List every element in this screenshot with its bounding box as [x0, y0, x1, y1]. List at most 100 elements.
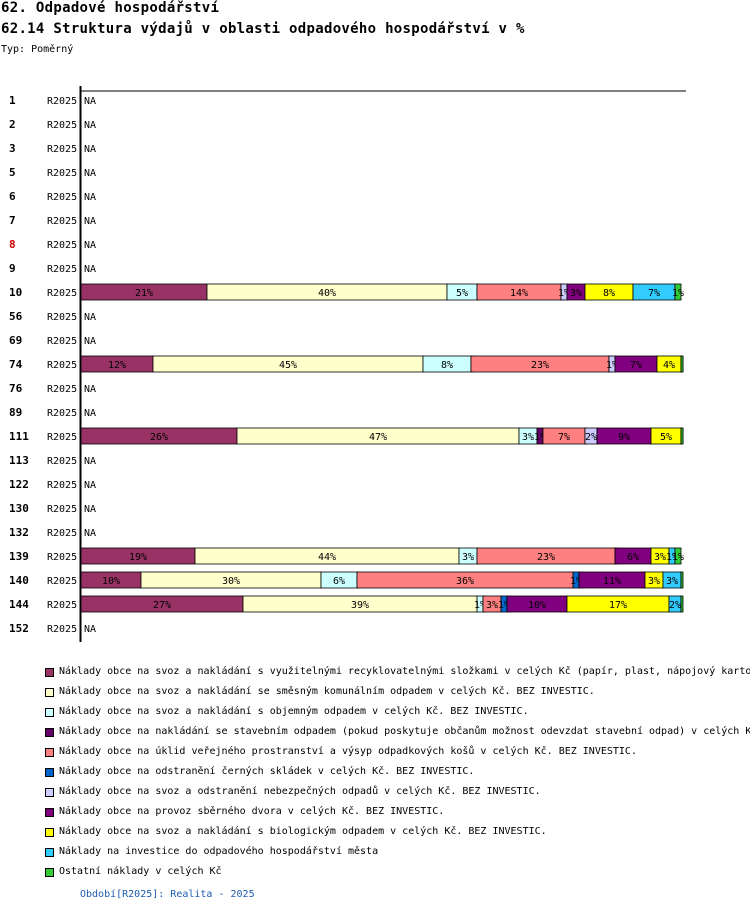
category-label: 144 [9, 598, 29, 611]
bar-segment [680, 571, 684, 589]
bar-data-label: 30% [222, 576, 240, 587]
chart-title: 62.14 Struktura výdajů v oblasti odpadov… [1, 21, 525, 37]
period-tick-label: R2025 [47, 576, 77, 587]
bar-data-label: 23% [537, 552, 555, 563]
bar-data-label: 6% [627, 552, 639, 563]
bar-data-label: 1% [534, 432, 546, 443]
bar-segment [680, 355, 684, 373]
legend-entry: Náklady obce na odstranění černých sklád… [45, 762, 750, 782]
period-tick-label: R2025 [47, 288, 77, 299]
legend-entry: Náklady na investice do odpadového hospo… [45, 842, 750, 862]
legend-label: Náklady obce na nakládání se stavebním o… [59, 726, 750, 737]
period-tick-label: R2025 [47, 600, 77, 611]
category-label: 3 [9, 142, 16, 155]
bar-data-label: 40% [318, 288, 336, 299]
category-label: 5 [9, 166, 16, 179]
bar-data-label: 1% [606, 360, 618, 371]
bar-data-label: 1% [570, 576, 582, 587]
legend-entry: Náklady obce na svoz a nakládání s objem… [45, 702, 750, 722]
category-label: 139 [9, 550, 29, 563]
legend-entry: Náklady obce na provoz sběrného dvora v … [45, 802, 750, 822]
period-tick-label: R2025 [47, 336, 77, 347]
na-label: NA [84, 408, 96, 419]
bar-data-label: 45% [279, 360, 297, 371]
legend-entry: Náklady obce na úklid veřejného prostran… [45, 742, 750, 762]
bar-data-label: 1% [498, 600, 510, 611]
category-label: 122 [9, 478, 29, 491]
category-label: 2 [9, 118, 16, 131]
legend-label: Náklady obce na úklid veřejného prostran… [59, 746, 637, 757]
category-label: 130 [9, 502, 29, 515]
legend-swatch [45, 848, 54, 857]
legend-label: Náklady na investice do odpadového hospo… [59, 846, 379, 857]
bar-data-label: 11% [603, 576, 621, 587]
category-label: 74 [9, 358, 23, 371]
category-label: 10 [9, 286, 22, 299]
bar-data-label: 3% [666, 576, 678, 587]
period-tick-label: R2025 [47, 528, 77, 539]
na-label: NA [84, 624, 96, 635]
category-label: 1 [9, 94, 16, 107]
bar-data-label: 2% [669, 600, 681, 611]
period-tick-label: R2025 [47, 552, 77, 563]
chart-legend: Náklady obce na svoz a nakládání s využi… [45, 662, 750, 882]
legend-label: Náklady obce na provoz sběrného dvora v … [59, 806, 445, 817]
bar-data-label: 1% [672, 552, 684, 563]
period-tick-label: R2025 [47, 144, 77, 155]
category-label: 76 [9, 382, 23, 395]
na-label: NA [84, 216, 96, 227]
stacked-bar-chart: 1 R2025 NA 2 R2025 NA 3 R2025 NA 5 R2025 NA 6 R2025 NA… [9, 86, 686, 642]
bar-data-label: 17% [609, 600, 627, 611]
bar-segment [674, 547, 682, 565]
na-label: NA [84, 96, 96, 107]
legend-swatch [45, 748, 54, 757]
na-label: NA [84, 480, 96, 491]
bar-data-label: 10% [102, 576, 120, 587]
period-tick-label: R2025 [47, 264, 77, 275]
bar-data-label: 8% [441, 360, 453, 371]
na-label: NA [84, 240, 96, 251]
bar-data-label: 1% [666, 552, 678, 563]
legend-label: Náklady obce na odstranění černých sklád… [59, 766, 475, 777]
bar-data-label: 6% [333, 576, 345, 587]
bar-segment [680, 595, 684, 613]
na-label: NA [84, 120, 96, 131]
category-label: 7 [9, 214, 16, 227]
legend-entry: Náklady obce na svoz a nakládání s biolo… [45, 822, 750, 842]
bar-data-label: 21% [135, 288, 153, 299]
bar-data-label: 19% [129, 552, 147, 563]
na-label: NA [84, 144, 96, 155]
category-label: 132 [9, 526, 29, 539]
period-tick-label: R2025 [47, 192, 77, 203]
bar-data-label: 3% [462, 552, 474, 563]
bar-data-label: 8% [603, 288, 615, 299]
legend-swatch [45, 668, 54, 677]
period-tick-label: R2025 [47, 384, 77, 395]
legend-swatch [45, 688, 54, 697]
period-tick-label: R2025 [47, 504, 77, 515]
na-label: NA [84, 504, 96, 515]
period-label: Období[R2025]: Realita - 2025 [80, 889, 255, 900]
na-label: NA [84, 168, 96, 179]
legend-label: Náklady obce na svoz a nakládání se směs… [59, 686, 595, 697]
bar-data-label: 3% [486, 600, 498, 611]
bar-data-label: 1% [672, 288, 684, 299]
legend-label: Náklady obce na svoz a nakládání s využi… [59, 666, 750, 677]
category-label: 140 [9, 574, 29, 587]
na-label: NA [84, 336, 96, 347]
category-label: 6 [9, 190, 16, 203]
category-label: 113 [9, 454, 29, 467]
bar-data-label: 14% [510, 288, 528, 299]
period-tick-label: R2025 [47, 120, 77, 131]
na-label: NA [84, 312, 96, 323]
bar-data-label: 39% [351, 600, 369, 611]
bar-data-label: 7% [648, 288, 660, 299]
period-tick-label: R2025 [47, 408, 77, 419]
legend-swatch [45, 768, 54, 777]
period-tick-label: R2025 [47, 480, 77, 491]
period-tick-label: R2025 [47, 456, 77, 467]
na-label: NA [84, 384, 96, 395]
bar-data-label: 3% [570, 288, 582, 299]
legend-swatch [45, 708, 54, 717]
bar-data-label: 3% [522, 432, 534, 443]
